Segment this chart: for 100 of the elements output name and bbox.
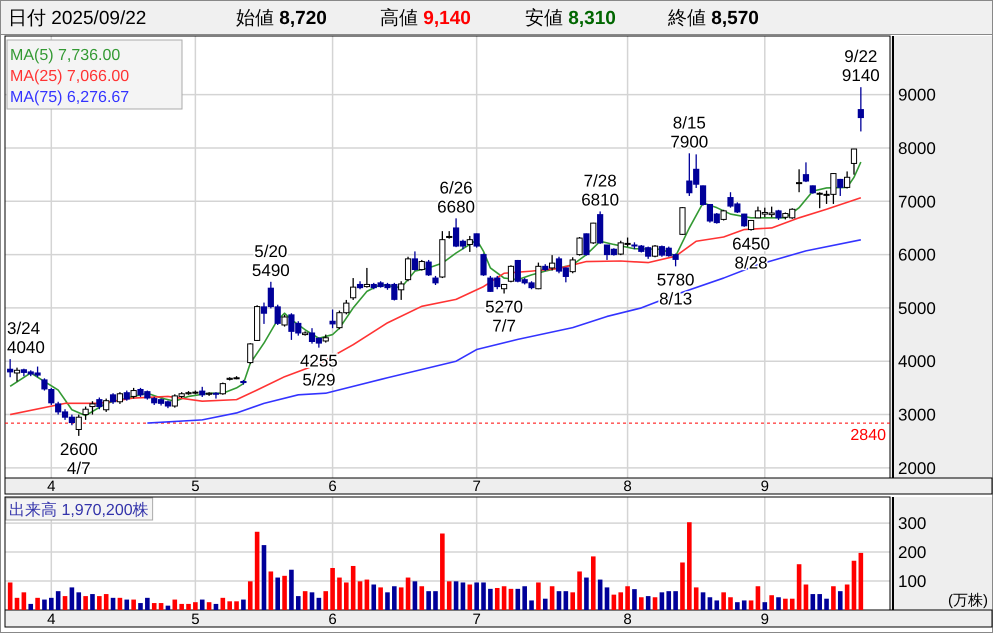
bar: [796, 564, 802, 610]
bar: [110, 598, 116, 610]
bar: [824, 598, 829, 610]
bar: [694, 587, 698, 610]
candlestick: [329, 308, 336, 329]
bar: [268, 571, 274, 610]
bar: [8, 582, 12, 610]
x-tick-label: 5: [191, 478, 200, 495]
annotation: 2600 4/7: [60, 440, 98, 478]
candlestick: [76, 414, 82, 437]
bar: [687, 522, 692, 610]
bar: [296, 596, 301, 610]
bar: [70, 587, 74, 610]
annotation: 6450 8/28: [732, 234, 770, 273]
bar: [371, 584, 376, 610]
bar: [406, 578, 410, 610]
bar: [748, 600, 754, 610]
x-tick-label: 6: [328, 611, 337, 628]
y-tick-label: 300: [898, 514, 926, 534]
annotation: 8/15 7900: [670, 113, 708, 152]
bar: [598, 580, 602, 610]
bar: [302, 591, 308, 610]
candlestick: [480, 252, 487, 277]
bar: [804, 584, 808, 610]
bar: [556, 591, 562, 610]
bar: [639, 597, 644, 610]
bar: [419, 586, 424, 610]
bar: [412, 581, 418, 610]
candlestick: [652, 244, 658, 258]
x-tick-label: 8: [623, 611, 632, 628]
bar: [220, 598, 226, 610]
text: 安値 8,310: [525, 7, 616, 29]
bar: [632, 589, 637, 610]
bar: [577, 571, 582, 610]
bar: [474, 582, 479, 610]
candlestick: [412, 250, 418, 272]
text: 始値 8,720: [236, 8, 327, 29]
candlestick: [720, 209, 727, 222]
candlestick: [535, 262, 542, 290]
bar: [97, 596, 102, 610]
x-tick-label: 5: [191, 611, 200, 628]
candlestick: [14, 366, 20, 382]
title-box: 出来高 1,970,200株: [6, 498, 154, 520]
x-tick-label: 7: [472, 611, 481, 628]
candlestick: [508, 264, 514, 283]
candlestick: [837, 178, 844, 197]
candlestick: [796, 168, 802, 193]
x-tick-label: 7: [472, 478, 481, 495]
bar: [516, 588, 520, 610]
y-tick-label: 3000: [898, 406, 936, 425]
candlestick: [741, 212, 748, 228]
bar: [131, 600, 136, 610]
bar: [124, 600, 130, 610]
candlestick: [199, 386, 206, 398]
bar: [742, 600, 747, 610]
bar: [714, 600, 720, 610]
bar: [721, 592, 726, 610]
bar: [35, 598, 40, 610]
bar: [735, 602, 740, 610]
annotation: 9/22 9140: [842, 47, 880, 86]
y-tick-label: 9000: [898, 86, 936, 105]
annotation: 7/28 6810: [581, 171, 620, 210]
bar: [316, 598, 322, 610]
candlestick: [775, 209, 782, 221]
bar: [481, 582, 486, 610]
candlestick: [96, 396, 102, 410]
candlestick: [418, 259, 425, 272]
bar: [330, 568, 335, 610]
annotation: 6/26 6680: [437, 178, 475, 216]
bar: [700, 592, 706, 610]
bar: [570, 592, 576, 610]
bar: [660, 592, 664, 610]
bar: [502, 586, 506, 610]
bar: [604, 587, 610, 610]
y-tick-label: 6000: [898, 246, 936, 265]
bar: [214, 604, 218, 610]
candlestick: [7, 358, 14, 378]
bar: [652, 597, 658, 610]
bar: [769, 595, 774, 610]
bar: [248, 581, 253, 610]
ref-line-label: 2840: [850, 427, 886, 444]
bar: [536, 582, 541, 610]
chart-title: 出来高 1,970,200株: [9, 501, 149, 519]
x-tick-label: 6: [328, 478, 337, 495]
y-tick-label: 2000: [898, 458, 936, 478]
bar: [56, 591, 60, 610]
bar: [358, 581, 362, 610]
bar: [158, 603, 164, 610]
candlestick: [844, 170, 850, 190]
bar: [166, 606, 170, 610]
annotation: 5/20 5490: [252, 242, 290, 280]
x-tick-label: 9: [760, 611, 769, 628]
bar: [460, 582, 466, 610]
x-tick-label: 4: [47, 478, 56, 495]
bar: [858, 552, 864, 610]
candlestick: [570, 256, 576, 274]
bar: [262, 545, 266, 610]
candlestick: [474, 232, 480, 248]
y-tick-label: 200: [898, 543, 926, 562]
bar: [762, 602, 768, 610]
